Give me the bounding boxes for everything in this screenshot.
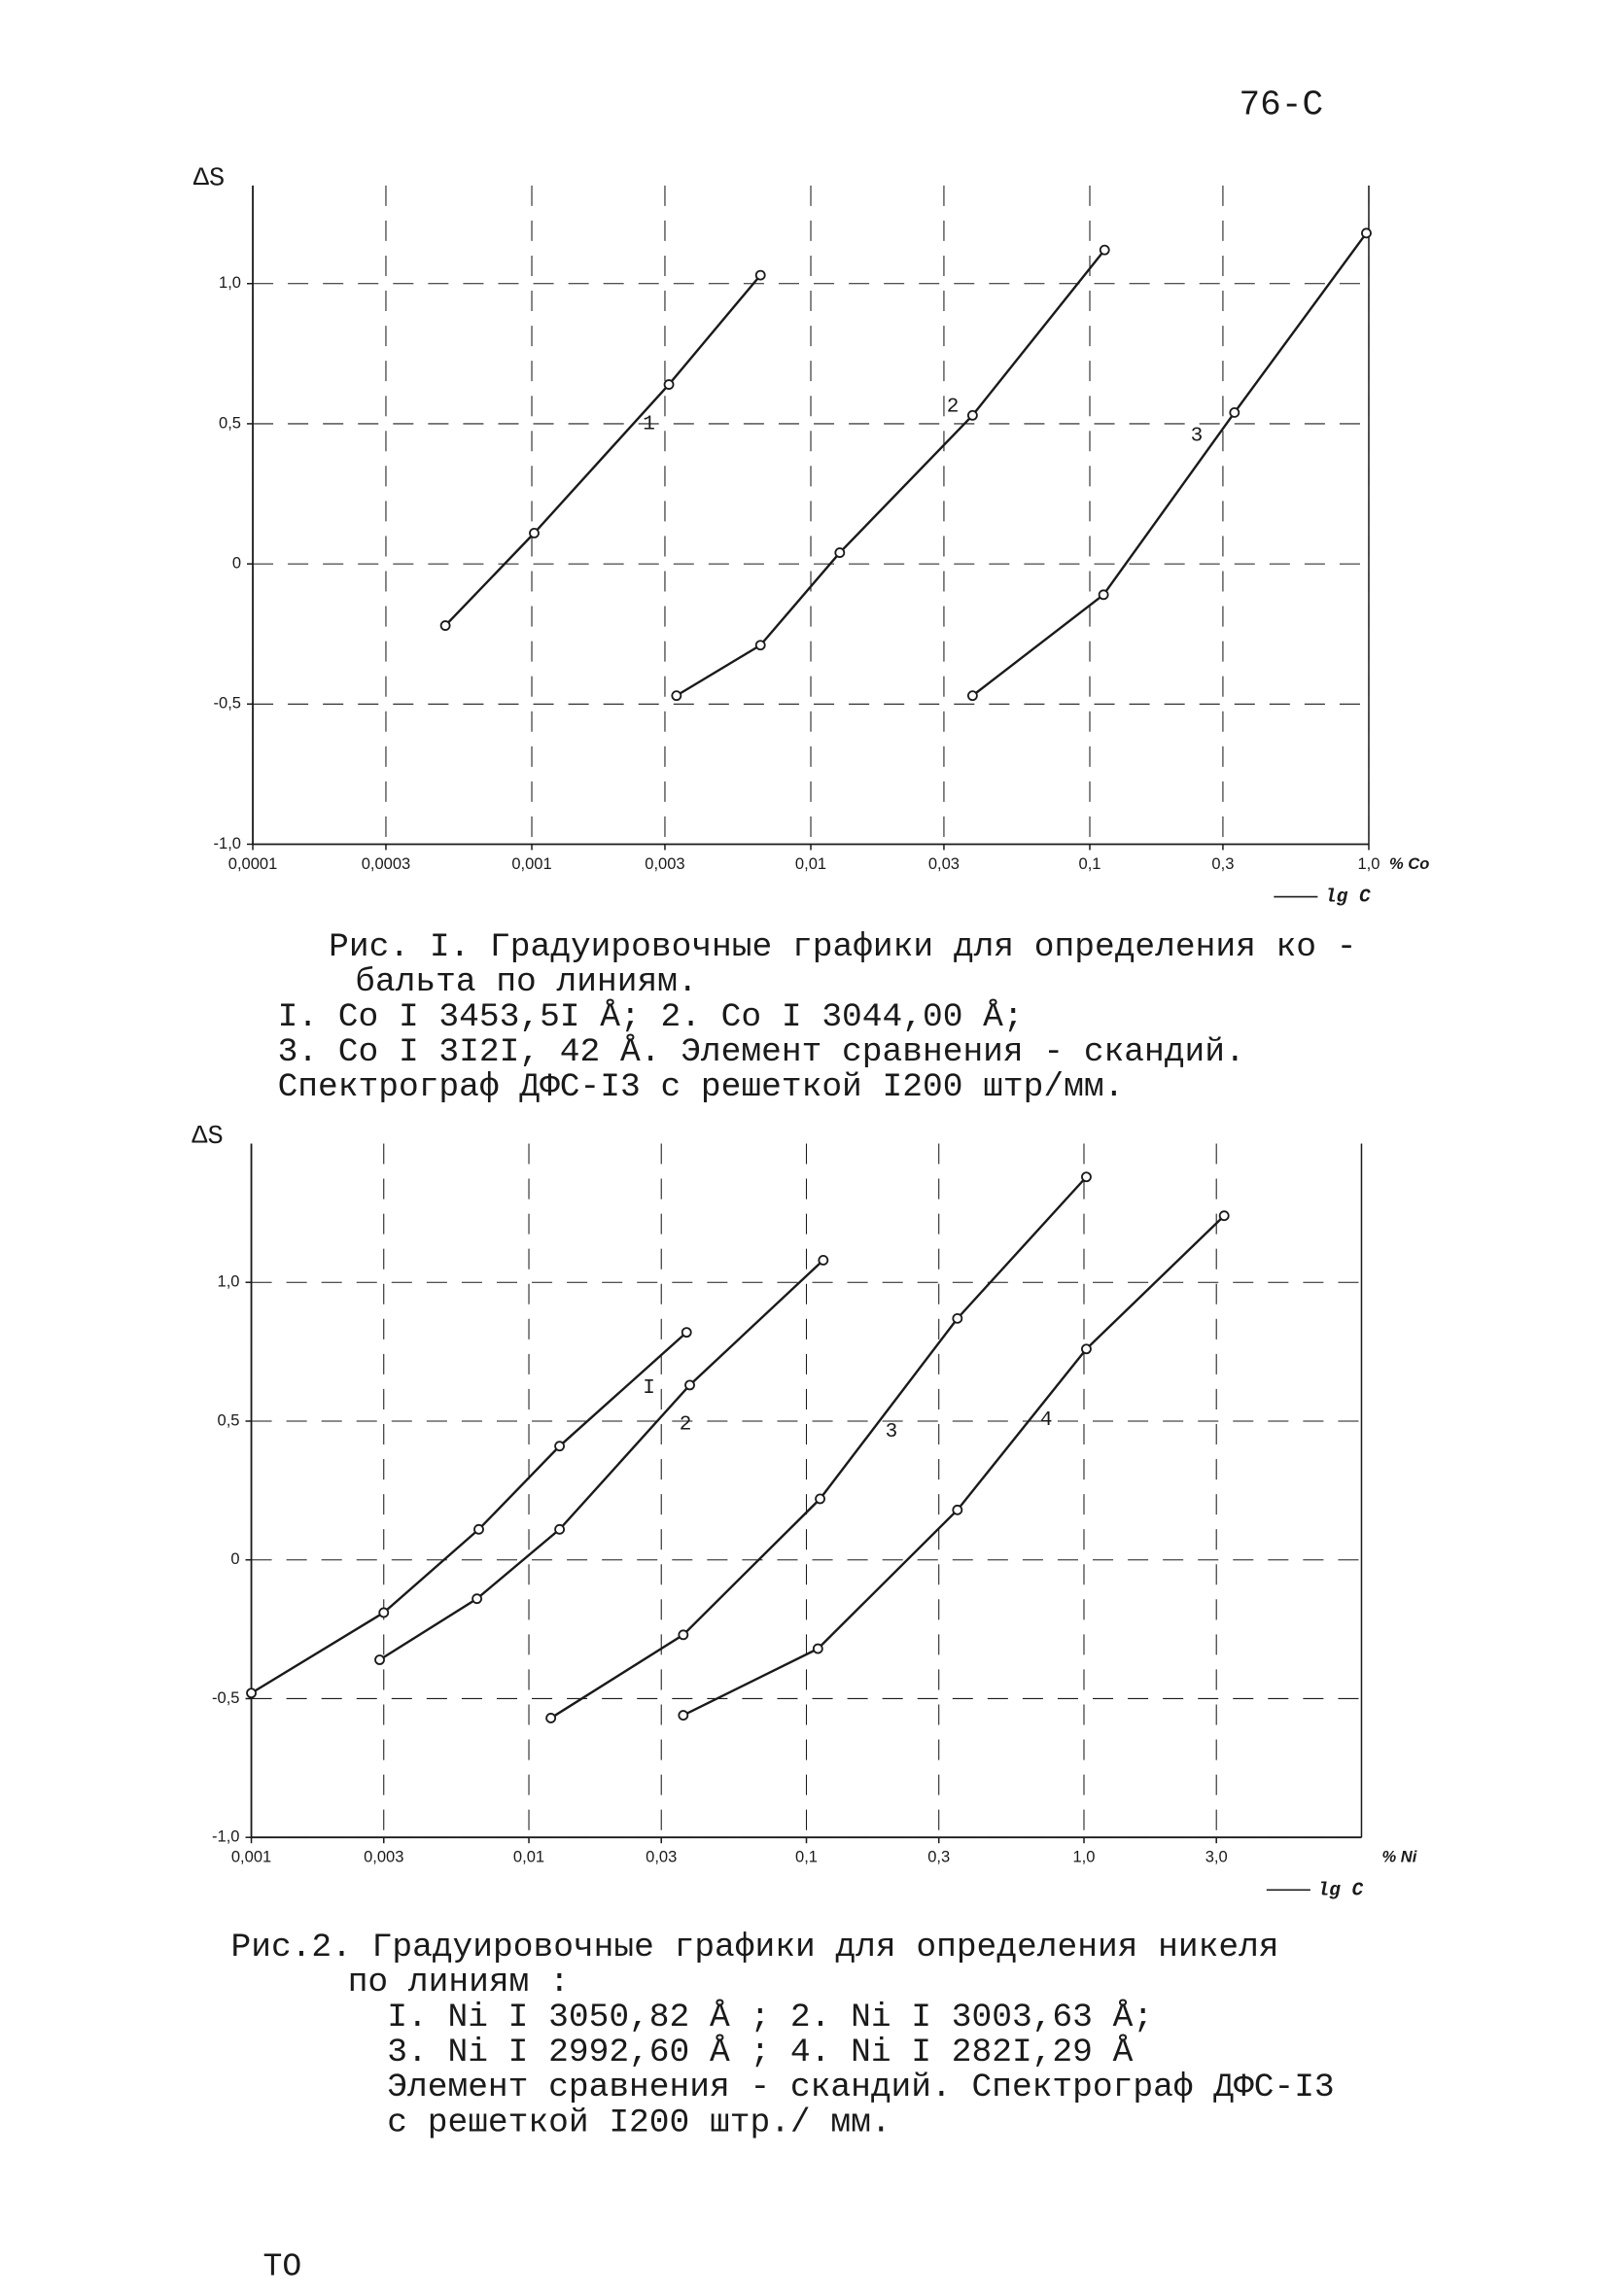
x-tick-label: 0,0001 <box>228 854 278 873</box>
data-point <box>1218 1210 1230 1222</box>
curve-label: 2 <box>680 1413 692 1437</box>
data-point <box>1361 227 1372 239</box>
data-point <box>663 379 675 390</box>
y-axis-label: ΔS <box>192 1122 223 1152</box>
data-point <box>246 1687 257 1699</box>
x-unit: % Ni <box>1382 1848 1417 1866</box>
x-axis-label: lg C <box>1317 1879 1363 1900</box>
x-tick-label: 0,003 <box>645 854 684 873</box>
data-point <box>952 1312 963 1324</box>
curve-label: 4 <box>1040 1409 1053 1432</box>
data-point <box>554 1441 566 1452</box>
y-tick-label: -0,5 <box>212 1688 239 1707</box>
data-point <box>554 1523 566 1535</box>
y-tick-label: 0,5 <box>219 413 241 432</box>
data-point <box>1081 1171 1092 1183</box>
x-tick-label: 0,0003 <box>362 854 411 873</box>
caption-line: Спектрограф ДФС-I3 с решеткой I200 штр/м… <box>278 1068 1125 1106</box>
x-tick-label: 0,01 <box>513 1848 544 1866</box>
curve-label: 3 <box>886 1420 898 1444</box>
data-point <box>473 1523 484 1535</box>
data-point <box>545 1713 557 1723</box>
y-tick-label: -1,0 <box>212 1827 239 1846</box>
footer: ТО <box>263 2248 302 2285</box>
y-tick-label: -0,5 <box>214 694 241 713</box>
x-tick-label: 0,1 <box>795 1848 818 1866</box>
x-tick-label: 0,001 <box>511 854 551 873</box>
caption-line: Рис.2. Градуировочные графики для опреде… <box>231 1929 1279 1966</box>
caption-line: бальта по линиям. <box>355 963 697 1001</box>
y-tick-label: 0 <box>232 553 241 572</box>
caption-line: 3. Co I 3I2I, 42 Å. Элемент сравнения - … <box>278 1033 1245 1071</box>
data-point <box>818 1254 829 1266</box>
caption-line: по линиям : <box>348 1964 570 2001</box>
data-point <box>966 690 978 702</box>
data-point <box>1099 244 1110 256</box>
page-number: 76-С <box>1240 86 1324 125</box>
caption-line: Элемент сравнения - скандий. Спектрограф… <box>387 2069 1334 2106</box>
x-tick-label: 0,1 <box>1079 854 1101 873</box>
data-point <box>1229 406 1240 418</box>
curve <box>971 232 1368 697</box>
data-point <box>952 1504 963 1515</box>
x-tick-label: 0,03 <box>646 1848 677 1866</box>
caption-line: Рис. I. Градуировочные графики для опред… <box>329 928 1356 966</box>
x-axis-label: lg C <box>1325 887 1371 908</box>
y-tick-label: 0 <box>230 1549 239 1568</box>
y-tick-label: -1,0 <box>214 834 241 852</box>
x-unit: % Co <box>1389 854 1429 873</box>
x-tick-label: 0,3 <box>1211 854 1234 873</box>
data-point <box>529 527 540 539</box>
x-tick-label: 0,01 <box>795 854 826 873</box>
x-tick-label: 1,0 <box>1358 854 1380 873</box>
caption-line: I. Co I 3453,5I Å; 2. Co I 3044,00 Å; <box>278 998 1024 1036</box>
data-point <box>754 640 766 651</box>
x-tick-label: 3,0 <box>1205 1848 1228 1866</box>
data-point <box>684 1379 695 1391</box>
data-point <box>966 409 978 421</box>
data-point <box>472 1593 483 1605</box>
data-point <box>754 269 766 281</box>
data-point <box>1098 589 1109 601</box>
curve <box>444 274 762 627</box>
curve-label: 2 <box>947 395 960 418</box>
data-point <box>1081 1343 1092 1355</box>
caption-line: с решеткой I200 штр./ мм. <box>387 2104 891 2141</box>
data-point <box>439 620 451 631</box>
x-tick-label: 0,03 <box>928 854 960 873</box>
data-point <box>812 1643 823 1654</box>
curve-label: I <box>643 1376 655 1400</box>
x-tick-label: 0,3 <box>927 1848 950 1866</box>
data-point <box>678 1629 689 1641</box>
curve-label: 3 <box>1191 424 1204 447</box>
data-point <box>834 547 846 558</box>
x-tick-label: 1,0 <box>1073 1848 1096 1866</box>
caption-line: 3. Ni I 2992,60 Å ; 4. Ni I 282I,29 Å <box>387 2034 1133 2071</box>
y-tick-label: 1,0 <box>219 273 241 292</box>
caption-line: I. Ni I 3050,82 Å ; 2. Ni I 3003,63 Å; <box>387 1999 1153 2036</box>
data-point <box>374 1654 385 1665</box>
data-point <box>681 1327 692 1339</box>
data-point <box>678 1710 689 1721</box>
curve-label: 1 <box>643 412 655 435</box>
x-tick-label: 0,001 <box>231 1848 271 1866</box>
data-point <box>815 1493 825 1505</box>
y-tick-label: 1,0 <box>218 1272 240 1291</box>
y-axis-label: ΔS <box>193 163 225 193</box>
data-point <box>671 690 682 702</box>
x-tick-label: 0,003 <box>364 1848 403 1866</box>
data-point <box>378 1607 390 1618</box>
y-tick-label: 0,5 <box>218 1410 240 1429</box>
